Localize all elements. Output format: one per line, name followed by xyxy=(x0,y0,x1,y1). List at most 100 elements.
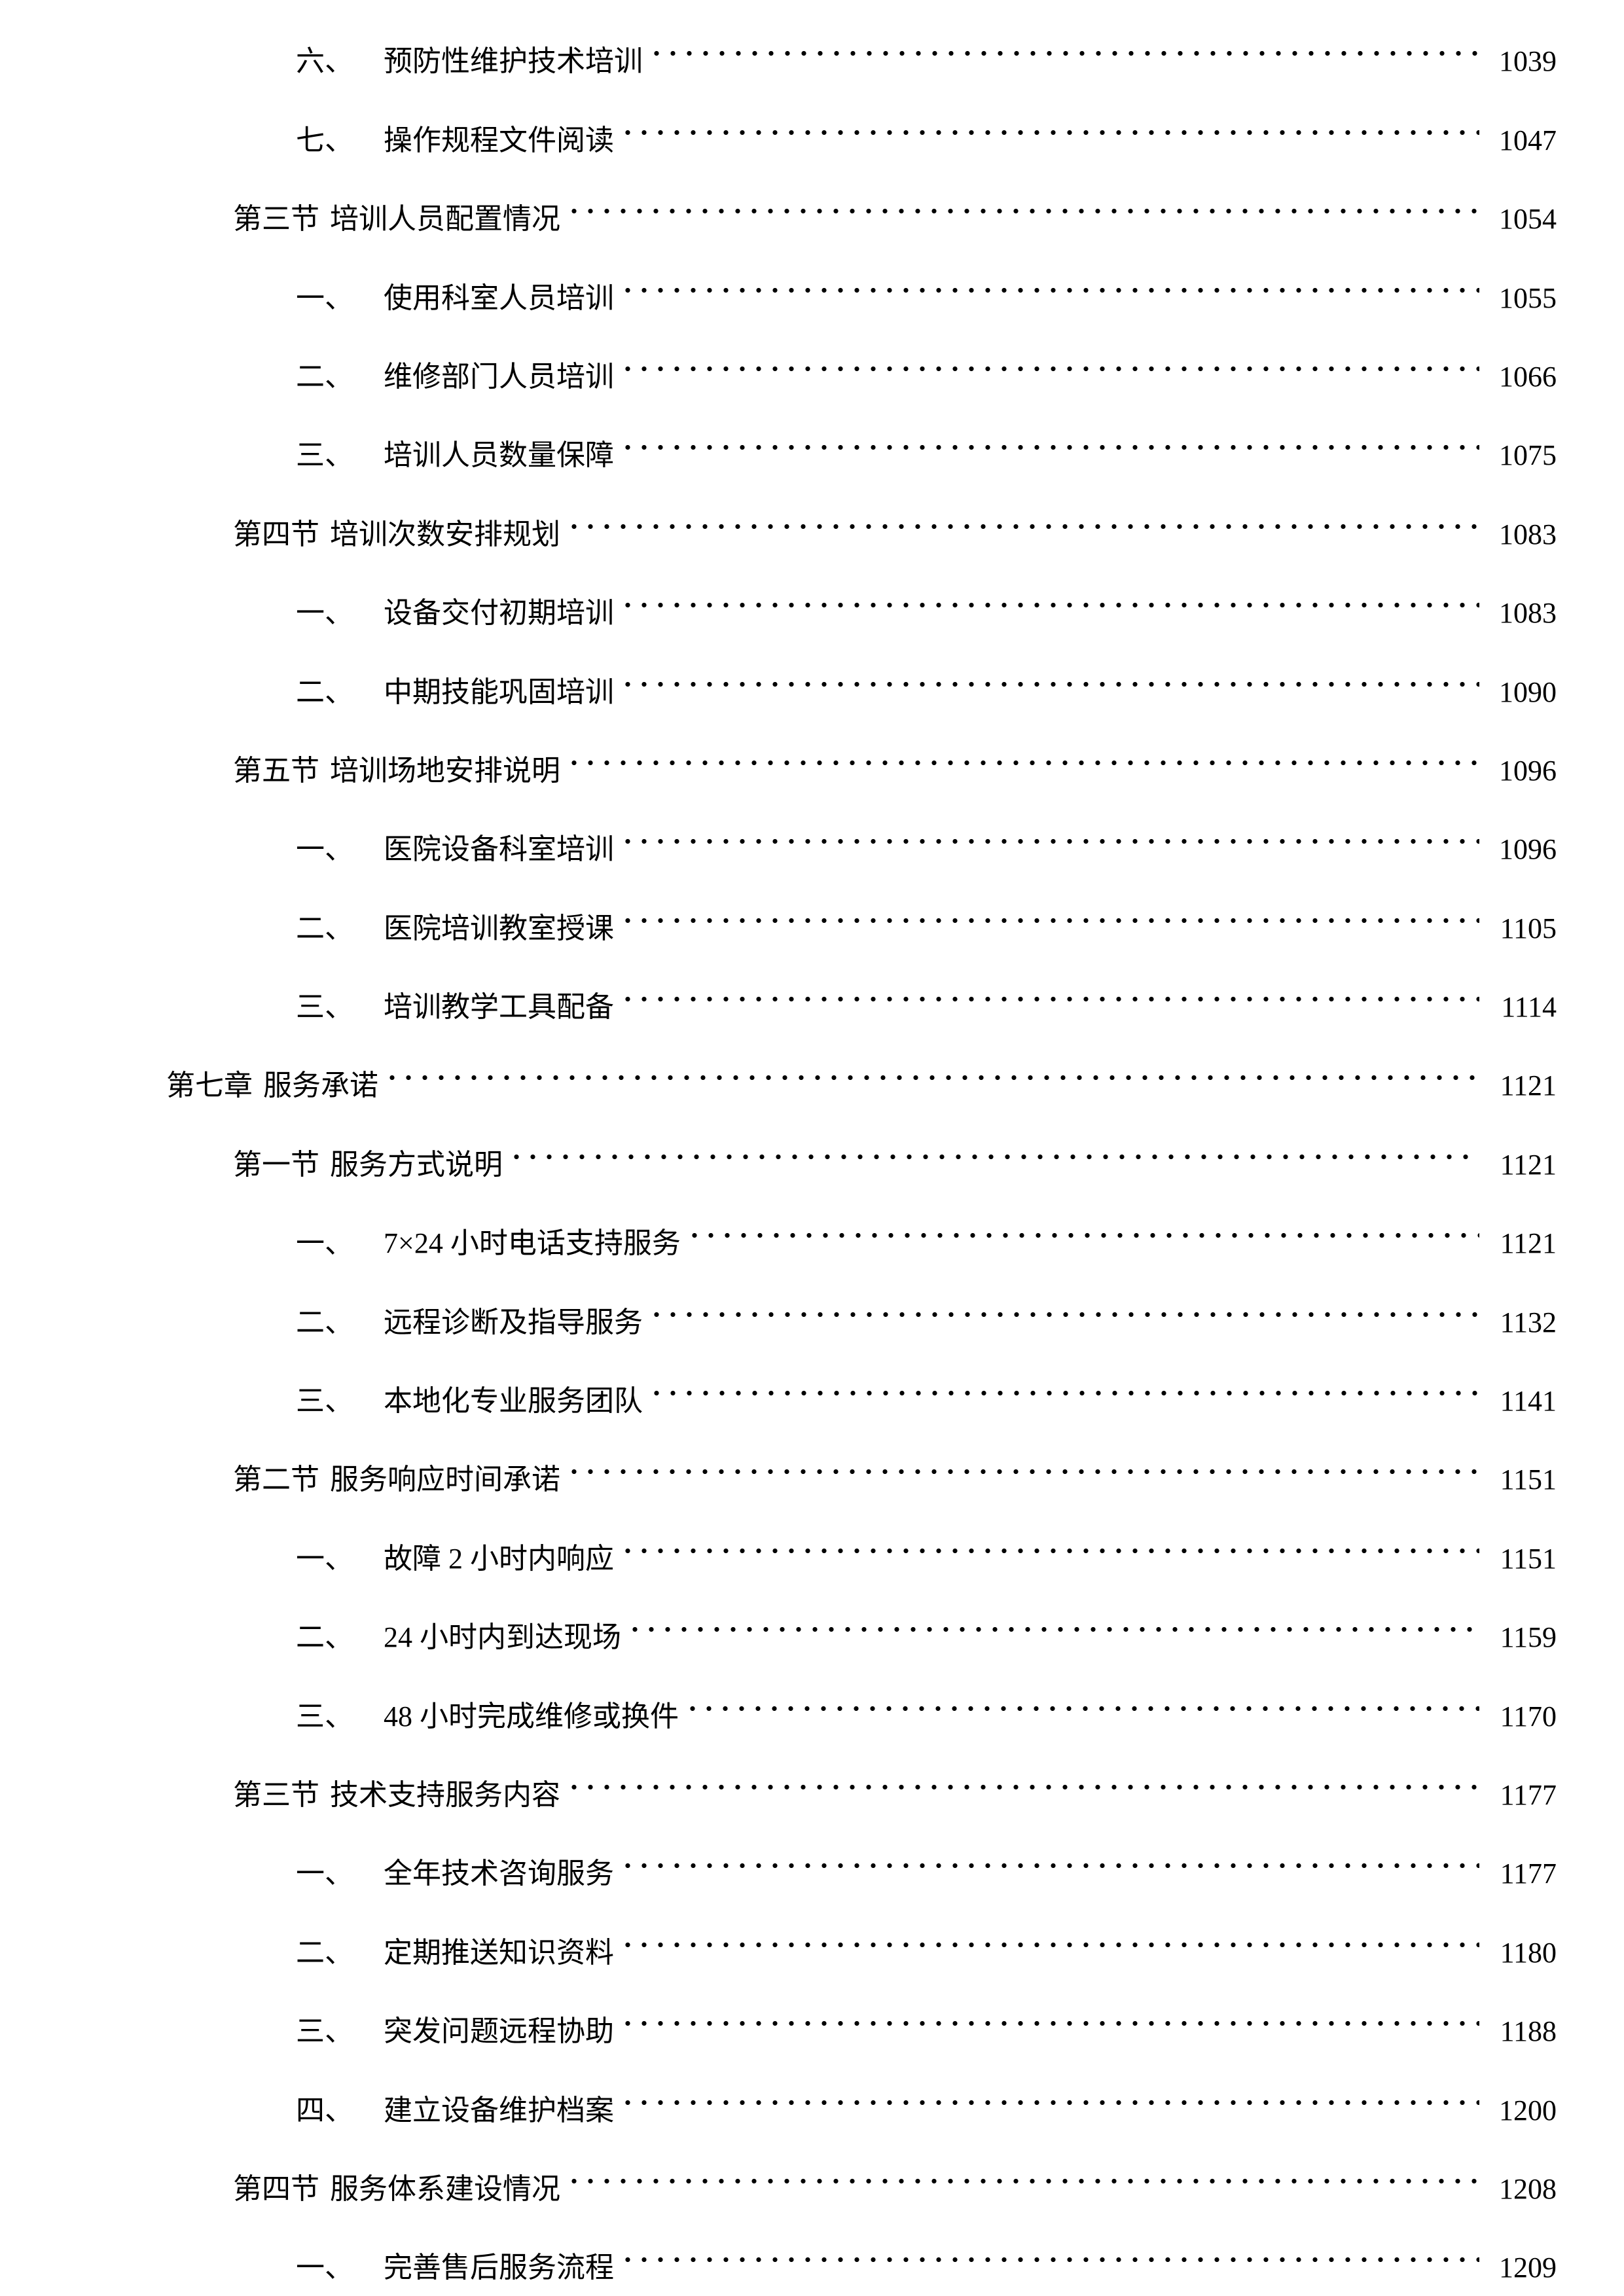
toc-entry-page: 1177 xyxy=(1500,1778,1557,1811)
dot-leader xyxy=(618,2257,1479,2263)
toc-entry-page: 1114 xyxy=(1501,991,1557,1024)
toc-entry-title: 远程诊断及指导服务 xyxy=(384,1306,643,1338)
toc-entry-title: 服务响应时间承诺 xyxy=(330,1463,560,1496)
toc-entry: 四、 建立设备维护档案 1200 xyxy=(0,2066,1624,2144)
toc-entry-page: 1170 xyxy=(1500,1700,1557,1732)
toc-entry-page: 1151 xyxy=(1500,1463,1557,1496)
toc-entry-page: 1039 xyxy=(1499,45,1557,78)
dot-leader xyxy=(564,523,1479,529)
toc-entry-page: 1121 xyxy=(1500,1227,1557,1260)
toc-entry-number: 第四节 xyxy=(233,2172,319,2205)
toc-entry: 三、 培训教学工具配备 1114 xyxy=(0,963,1624,1041)
toc-entry-title: 培训人员数量保障 xyxy=(384,439,614,472)
toc-entry-title: 24 小时内到达现场 xyxy=(384,1621,621,1654)
toc-entry: 第三节 技术支持服务内容 1177 xyxy=(0,1751,1624,1829)
toc-entry-number: 二、 xyxy=(296,675,353,708)
toc-entry: 一、 设备交付初期培训 1083 xyxy=(0,569,1624,647)
dot-leader xyxy=(507,1153,1479,1160)
toc-entry-title: 预防性维护技术培训 xyxy=(384,45,643,78)
toc-entry: 三、 本地化专业服务团队 1141 xyxy=(0,1357,1624,1435)
toc-entry-page: 1083 xyxy=(1499,597,1557,630)
toc-entry-page: 1054 xyxy=(1499,203,1557,236)
toc-entry-title: 培训次数安排规划 xyxy=(330,518,560,550)
toc-entry-number: 二、 xyxy=(296,1936,353,1969)
dot-leader xyxy=(564,2178,1479,2184)
toc-entry-number: 七、 xyxy=(296,124,353,156)
dot-leader xyxy=(618,365,1479,372)
dot-leader xyxy=(625,1626,1479,1633)
toc-entry-page: 1066 xyxy=(1499,360,1557,393)
toc-entry-title: 操作规程文件阅读 xyxy=(384,124,614,156)
toc-entry: 一、 故障 2 小时内响应 1151 xyxy=(0,1514,1624,1592)
dot-leader xyxy=(618,838,1479,845)
toc-entry-title: 使用科室人员培训 xyxy=(384,281,614,314)
dot-leader xyxy=(618,1863,1479,1869)
toc-entry-number: 一、 xyxy=(296,833,353,866)
dot-leader xyxy=(618,1547,1479,1554)
toc-entry-number: 二、 xyxy=(296,1621,353,1654)
dot-leader xyxy=(564,1469,1479,1475)
toc-entry: 第四节 培训次数安排规划 1083 xyxy=(0,490,1624,568)
toc-entry: 七、 操作规程文件阅读 1047 xyxy=(0,96,1624,174)
toc-entry-page: 1096 xyxy=(1499,833,1557,866)
toc-entry-title: 完善售后服务流程 xyxy=(384,2251,614,2284)
toc-entry-title: 培训人员配置情况 xyxy=(330,203,560,236)
toc-entry-page: 1200 xyxy=(1499,2094,1557,2126)
toc-entry-number: 一、 xyxy=(296,2251,353,2284)
toc-entry-page: 1096 xyxy=(1499,754,1557,787)
toc-entry-title: 定期推送知识资料 xyxy=(384,1936,614,1969)
dot-leader xyxy=(618,129,1479,135)
toc-entry-page: 1055 xyxy=(1499,281,1557,314)
dot-leader xyxy=(618,2020,1479,2027)
toc-entry-title: 建立设备维护档案 xyxy=(384,2094,614,2126)
toc-entry-title: 7×24 小时电话支持服务 xyxy=(384,1227,681,1260)
toc-entry-title: 服务承诺 xyxy=(263,1069,378,1102)
toc-entry-page: 1188 xyxy=(1500,2015,1557,2048)
toc-entry-number: 六、 xyxy=(296,45,353,78)
dot-leader xyxy=(618,287,1479,293)
toc-entry-number: 一、 xyxy=(296,281,353,314)
toc-entry-title: 中期技能巩固培训 xyxy=(384,675,614,708)
toc-entry-page: 1208 xyxy=(1499,2172,1557,2205)
toc-entry-number: 第七章 xyxy=(166,1069,253,1102)
toc-entry-page: 1075 xyxy=(1499,439,1557,472)
dot-leader xyxy=(647,1390,1479,1397)
toc-entry-number: 第一节 xyxy=(233,1148,319,1181)
toc-entry: 一、 7×24 小时电话支持服务 1121 xyxy=(0,1199,1624,1278)
toc-entry-page: 1105 xyxy=(1500,912,1557,944)
toc-entry-title: 培训场地安排说明 xyxy=(330,754,560,787)
toc-entry-title: 服务体系建设情况 xyxy=(330,2172,560,2205)
toc-entry-page: 1141 xyxy=(1500,1385,1557,1418)
dot-leader xyxy=(618,917,1479,924)
toc-entry: 三、 48 小时完成维修或换件 1170 xyxy=(0,1672,1624,1750)
toc-entry-number: 一、 xyxy=(296,1542,353,1575)
toc-entry-number: 第三节 xyxy=(233,203,319,236)
toc-entry-number: 三、 xyxy=(296,1385,353,1418)
toc-entry-page: 1047 xyxy=(1499,124,1557,156)
toc-entry-page: 1121 xyxy=(1500,1069,1557,1102)
dot-leader xyxy=(618,602,1479,609)
dot-leader xyxy=(382,1075,1479,1081)
toc-entry-page: 1083 xyxy=(1499,518,1557,550)
toc-entry-page: 1132 xyxy=(1500,1306,1557,1338)
toc-entry: 一、 医院设备科室培训 1096 xyxy=(0,805,1624,884)
dot-leader xyxy=(618,681,1479,687)
toc-entry-number: 一、 xyxy=(296,597,353,630)
toc-entry: 三、 突发问题远程协助 1188 xyxy=(0,1987,1624,2066)
dot-leader xyxy=(564,1784,1479,1790)
toc-entry-title: 48 小时完成维修或换件 xyxy=(384,1700,679,1732)
toc-entry: 二、 24 小时内到达现场 1159 xyxy=(0,1593,1624,1672)
dot-leader xyxy=(647,1311,1479,1318)
dot-leader xyxy=(618,996,1479,1003)
toc-entry-number: 一、 xyxy=(296,1227,353,1260)
toc-entry-number: 三、 xyxy=(296,1700,353,1732)
dot-leader xyxy=(564,759,1479,766)
toc-entry-title: 全年技术咨询服务 xyxy=(384,1857,614,1890)
toc-entry-page: 1090 xyxy=(1499,675,1557,708)
dot-leader xyxy=(618,444,1479,451)
table-of-contents: 六、 预防性维护技术培训 1039 七、 操作规程文件阅读 1047 第三节 培… xyxy=(0,17,1624,2296)
toc-entry: 第四节 服务体系建设情况 1208 xyxy=(0,2145,1624,2223)
dot-leader xyxy=(618,2099,1479,2106)
toc-entry-number: 第五节 xyxy=(233,754,319,787)
